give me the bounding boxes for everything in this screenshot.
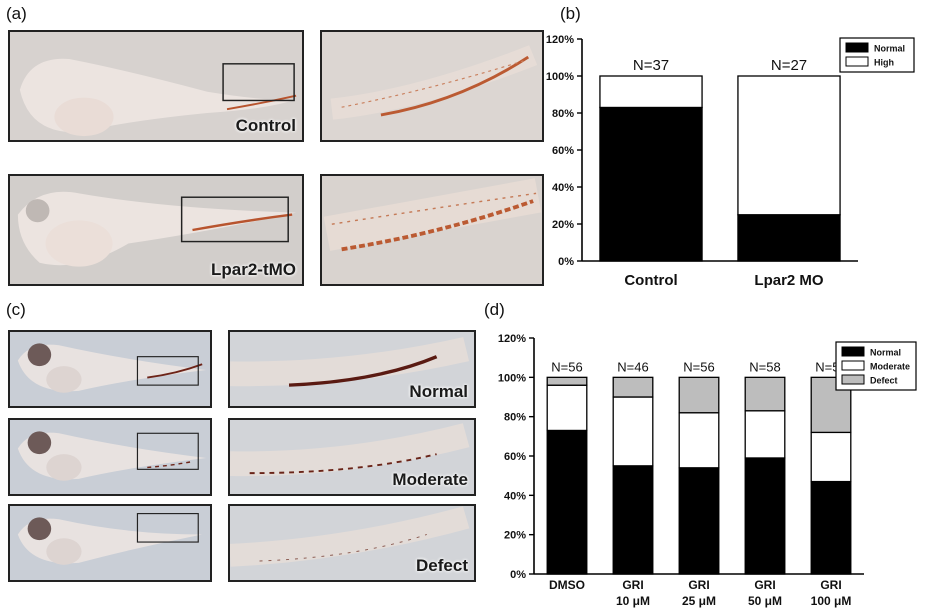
bar-segment	[546, 376, 588, 386]
x-category-label: 25 μM	[682, 594, 716, 608]
photo-moderate-zoom: Moderate	[228, 418, 476, 496]
photo-label-lpar2: Lpar2-tMO	[211, 260, 296, 279]
legend-swatch	[845, 42, 869, 53]
photo-normal-zoom: Normal	[228, 330, 476, 408]
bar-segment	[744, 376, 786, 412]
bar-segment	[678, 376, 720, 414]
photo-defect-whole	[8, 504, 212, 582]
photo-lpar2-whole: Lpar2-tMO	[8, 174, 304, 286]
panel-label-d: (d)	[484, 300, 505, 319]
photo-label-defect: Defect	[416, 556, 468, 575]
x-category-label: GRI	[754, 578, 775, 592]
chart-b-svg: 0% 20% 40% 60% 80% 100% 120% N=37 Control N=27 Lpa…	[546, 34, 915, 289]
panel-label-a: (a)	[6, 4, 27, 23]
legend-label: Normal	[874, 44, 905, 54]
bar-segment	[612, 465, 654, 575]
y-tick-label: 100%	[498, 372, 526, 384]
y-tick-label: 40%	[552, 182, 574, 194]
photo-moderate-whole	[8, 418, 212, 496]
y-tick-label: 20%	[552, 219, 574, 231]
x-category-label: Lpar2 MO	[754, 272, 824, 289]
y-tick-label: 60%	[552, 145, 574, 157]
bar-segment	[546, 384, 588, 432]
photo-label-normal: Normal	[409, 382, 468, 401]
panel-label-c: (c)	[6, 300, 26, 319]
bar-segment	[737, 214, 841, 262]
bar-segment	[744, 457, 786, 575]
x-category-label: Control	[624, 272, 677, 289]
bar-segment	[612, 396, 654, 467]
bar-count-label: N=37	[633, 57, 669, 74]
photo-normal-whole	[8, 330, 212, 408]
y-tick-label: 100%	[546, 71, 574, 83]
x-category-label: GRI	[820, 578, 841, 592]
photo-lpar2-zoom	[320, 174, 544, 286]
y-tick-label: 120%	[546, 34, 574, 46]
photo-control-zoom	[320, 30, 544, 142]
bar-segment	[678, 412, 720, 469]
x-category-label: 100 μM	[811, 594, 852, 608]
bar-count-label: N=46	[617, 359, 648, 374]
x-category-label: DMSO	[549, 578, 585, 592]
y-tick-label: 60%	[504, 451, 526, 463]
legend-swatch	[845, 56, 869, 67]
x-category-label: 10 μM	[616, 594, 650, 608]
x-category-label: GRI	[622, 578, 643, 592]
chart-d-svg: 0% 20% 40% 60% 80% 100% 120% N=56 DMSO N=46 GRI 10 …	[498, 333, 917, 608]
photo-label-control: Control	[235, 116, 296, 135]
bar-count-label: N=27	[771, 57, 807, 74]
y-tick-label: 0%	[510, 569, 526, 581]
photo-label-moderate: Moderate	[392, 470, 468, 489]
chart-b: 0% 20% 40% 60% 80% 100% 120% N=37 Control N=27 Lpa…	[540, 26, 920, 296]
legend-swatch	[841, 360, 865, 371]
photo-defect-zoom: Defect	[228, 504, 476, 582]
bar-segment	[810, 480, 852, 575]
y-tick-label: 20%	[504, 530, 526, 542]
photo-control-whole: Control	[8, 30, 304, 142]
y-tick-label: 40%	[504, 490, 526, 502]
legend-swatch	[841, 374, 865, 385]
legend-label: High	[874, 58, 894, 68]
bar-segment	[599, 106, 703, 262]
bar-segment	[744, 410, 786, 459]
chart-d: 0% 20% 40% 60% 80% 100% 120% N=56 DMSO N=46 GRI 10 …	[484, 322, 920, 612]
y-tick-label: 80%	[504, 412, 526, 424]
y-tick-label: 80%	[552, 108, 574, 120]
bar-segment	[612, 376, 654, 398]
x-category-label: 50 μM	[748, 594, 782, 608]
legend-label: Moderate	[870, 362, 910, 372]
bar-segment	[599, 75, 703, 109]
legend-label: Normal	[870, 348, 901, 358]
panel-label-b: (b)	[560, 4, 581, 23]
y-tick-label: 0%	[558, 256, 574, 268]
bar-count-label: N=56	[683, 359, 714, 374]
bar-count-label: N=56	[551, 359, 582, 374]
bar-segment	[678, 467, 720, 575]
legend-label: Defect	[870, 376, 898, 386]
bar-segment	[737, 75, 841, 216]
y-tick-label: 120%	[498, 333, 526, 345]
bar-count-label: N=58	[749, 359, 780, 374]
bar-segment	[546, 429, 588, 575]
x-category-label: GRI	[688, 578, 709, 592]
legend-swatch	[841, 346, 865, 357]
bar-segment	[810, 431, 852, 483]
